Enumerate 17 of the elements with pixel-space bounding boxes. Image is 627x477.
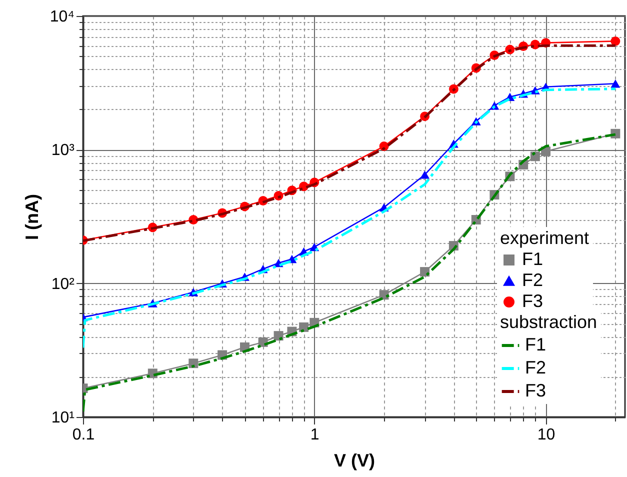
legend-label: F3	[522, 291, 544, 311]
y-tick-label: 10³	[51, 142, 76, 160]
y-tick-label: 10²	[51, 276, 76, 293]
y-tick-label: 10⁴	[50, 8, 75, 26]
x-axis-title: V (V)	[334, 450, 376, 470]
legend-label: F3	[525, 380, 546, 400]
legend-label: F1	[522, 249, 544, 269]
x-tick-label: 1	[310, 426, 320, 444]
y-axis-title: I (nA)	[22, 194, 42, 240]
x-tick-label: 10	[537, 426, 556, 444]
legend-label: F1	[525, 334, 546, 354]
x-tick-label: 0.1	[72, 426, 95, 444]
legend-label: F2	[525, 358, 546, 378]
legend-label: F2	[522, 270, 544, 290]
legend-title: experiment	[500, 228, 590, 248]
y-tick-label: 10¹	[51, 410, 74, 426]
annotation: substraction	[500, 312, 598, 332]
